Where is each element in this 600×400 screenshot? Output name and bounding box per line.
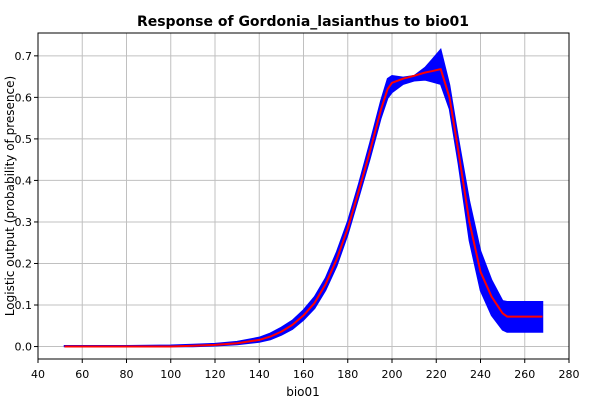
y-tick-label: 0.5 <box>15 133 33 146</box>
x-tick-label: 80 <box>120 368 134 381</box>
chart-title: Response of Gordonia_lasianthus to bio01 <box>137 14 469 30</box>
x-tick-label: 240 <box>470 368 491 381</box>
y-axis-ticks: 0.0 0.1 0.2 0.3 0.4 0.5 0.6 0.7 <box>15 50 38 354</box>
x-tick-label: 280 <box>559 368 580 381</box>
y-tick-label: 0.0 <box>15 341 33 354</box>
y-tick-label: 0.3 <box>15 216 33 229</box>
y-tick-label: 0.1 <box>15 299 33 312</box>
x-tick-label: 260 <box>514 368 535 381</box>
x-tick-label: 180 <box>337 368 358 381</box>
x-tick-label: 160 <box>293 368 314 381</box>
x-axis-ticks: 40 60 80 100 120 140 160 180 200 220 240 260 280 <box>31 359 580 381</box>
band-area <box>63 48 544 348</box>
confidence-band <box>63 48 544 348</box>
y-tick-label: 0.6 <box>15 91 33 104</box>
y-axis-label: Logistic output (probability of presence… <box>3 76 17 316</box>
y-tick-label: 0.7 <box>15 50 33 63</box>
x-tick-label: 60 <box>75 368 89 381</box>
x-tick-label: 40 <box>31 368 45 381</box>
x-axis-label: bio01 <box>286 385 320 399</box>
mean-response-line <box>64 68 543 348</box>
x-tick-label: 120 <box>205 368 226 381</box>
x-tick-label: 220 <box>426 368 447 381</box>
x-tick-label: 200 <box>382 368 403 381</box>
mean-line <box>64 68 543 348</box>
y-tick-label: 0.2 <box>15 257 33 270</box>
x-tick-label: 140 <box>249 368 270 381</box>
y-tick-label: 0.4 <box>15 174 33 187</box>
x-tick-label: 100 <box>160 368 181 381</box>
